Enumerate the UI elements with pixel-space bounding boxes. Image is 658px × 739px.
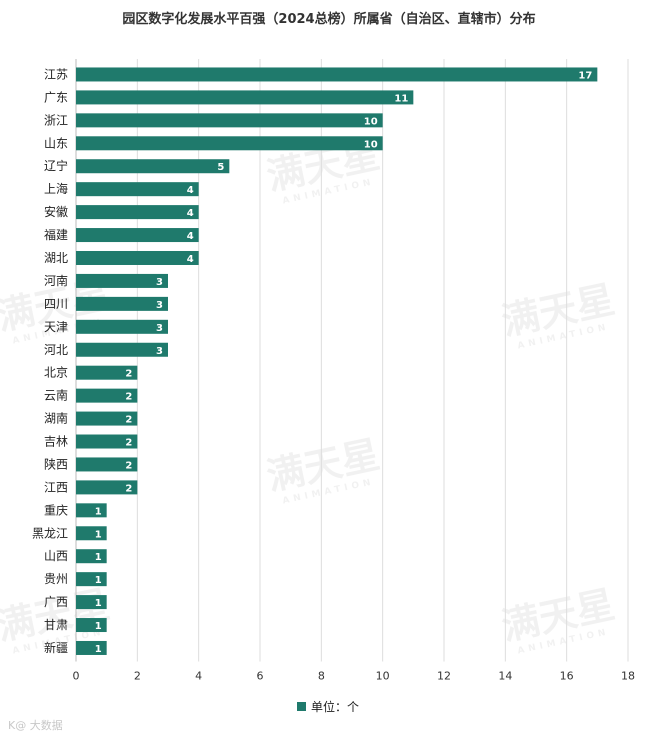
bar: [76, 273, 168, 288]
data-label: 11: [394, 93, 408, 104]
category-label: 上海: [44, 181, 68, 196]
category-label: 贵州: [44, 572, 68, 586]
bar: [76, 411, 138, 426]
x-tick-label: 8: [318, 669, 325, 682]
legend-label: 单位：个: [311, 699, 359, 714]
x-tick-label: 2: [134, 669, 141, 682]
category-label: 江苏: [44, 67, 68, 81]
bar: [76, 526, 107, 541]
category-label: 甘肃: [44, 618, 68, 632]
x-axis: 0 2 4 6 8 10 12 14 16 18: [73, 669, 636, 682]
bar: [76, 67, 598, 82]
bar: [76, 457, 138, 472]
category-label: 河南: [44, 273, 68, 288]
category-label: 四川: [44, 297, 68, 311]
category-label: 新疆: [44, 640, 68, 655]
category-label: 吉林: [44, 435, 68, 449]
bar: [76, 640, 107, 655]
category-label: 安徽: [44, 204, 68, 219]
legend-swatch: [297, 702, 306, 711]
bar: [76, 572, 107, 587]
bar: [76, 296, 168, 311]
x-tick-label: 6: [257, 669, 264, 682]
category-label: 黑龙江: [32, 526, 68, 540]
bar: [76, 113, 383, 128]
bar: [76, 503, 107, 518]
category-label: 重庆: [44, 503, 68, 517]
category-label: 湖南: [44, 411, 68, 426]
bar: [76, 434, 138, 449]
data-label: 1: [95, 598, 102, 609]
footer-source: K@ 大数据: [8, 719, 63, 732]
legend: 单位：个: [297, 699, 359, 714]
category-label: 北京: [44, 366, 68, 380]
bar: [76, 365, 138, 380]
data-label: 2: [125, 460, 132, 471]
x-tick-label: 12: [437, 669, 451, 682]
category-label: 山东: [44, 136, 68, 150]
category-label: 天津: [44, 320, 68, 334]
data-label: 1: [95, 552, 102, 563]
bar: [76, 342, 168, 357]
bar: [76, 549, 107, 564]
x-tick-label: 10: [376, 669, 390, 682]
bar: [76, 182, 199, 197]
bar: [76, 595, 107, 610]
data-label: 4: [187, 208, 194, 219]
data-label: 2: [125, 392, 132, 403]
bar: [76, 388, 138, 403]
data-label: 2: [125, 438, 132, 449]
x-tick-label: 0: [73, 669, 80, 682]
data-label: 1: [95, 621, 102, 632]
chart-title: 园区数字化发展水平百强（2024总榜）所属省（自治区、直辖市）分布: [122, 12, 536, 27]
data-label: 3: [156, 277, 163, 288]
bar: [76, 319, 168, 334]
data-label: 4: [187, 231, 194, 242]
bar: [76, 159, 230, 174]
data-label: 4: [187, 254, 194, 265]
bar: [76, 618, 107, 633]
labels-layer: 17江苏11广东10浙江10山东5辽宁4上海4安徽4福建4湖北3河南3四川3天津…: [32, 67, 592, 655]
data-label: 10: [364, 139, 378, 150]
data-label: 1: [95, 644, 102, 655]
data-label: 2: [125, 369, 132, 380]
category-label: 福建: [44, 227, 68, 242]
bar: [76, 90, 414, 105]
data-label: 4: [187, 185, 194, 196]
x-tick-label: 18: [621, 669, 635, 682]
bar: [76, 205, 199, 220]
category-label: 广东: [44, 90, 68, 104]
data-label: 3: [156, 323, 163, 334]
data-label: 1: [95, 529, 102, 540]
category-label: 山西: [44, 549, 68, 563]
data-label: 3: [156, 346, 163, 357]
category-label: 湖北: [44, 250, 68, 265]
x-tick-label: 14: [498, 669, 512, 682]
data-label: 2: [125, 483, 132, 494]
category-label: 江西: [44, 480, 68, 494]
data-label: 3: [156, 300, 163, 311]
bar: [76, 480, 138, 495]
category-label: 广西: [44, 595, 68, 609]
data-label: 10: [364, 116, 378, 127]
data-label: 5: [217, 162, 224, 173]
bars-layer: [76, 67, 598, 655]
x-tick-label: 16: [560, 669, 574, 682]
bar: [76, 136, 383, 151]
category-label: 辽宁: [44, 158, 68, 173]
data-label: 1: [95, 575, 102, 586]
category-label: 河北: [44, 343, 68, 357]
data-label: 1: [95, 506, 102, 517]
category-label: 云南: [44, 388, 68, 403]
bar: [76, 228, 199, 243]
category-label: 浙江: [44, 113, 68, 127]
data-label: 17: [578, 70, 592, 81]
bar: [76, 250, 199, 265]
x-tick-label: 4: [195, 669, 202, 682]
category-label: 陕西: [44, 456, 68, 471]
data-label: 2: [125, 415, 132, 426]
